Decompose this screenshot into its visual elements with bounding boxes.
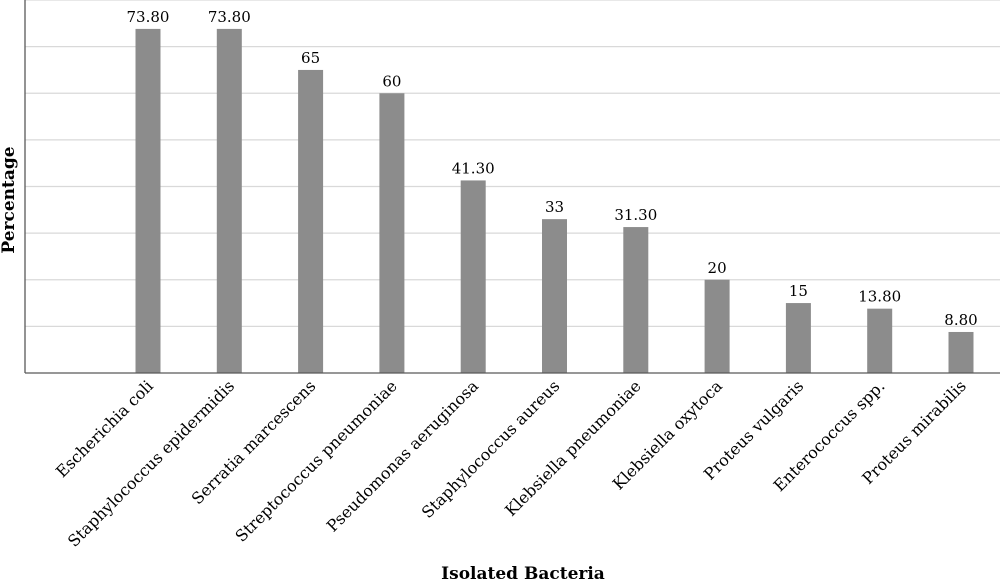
- bars: [135, 28, 974, 373]
- bar: [623, 227, 649, 373]
- data-label: 73.80: [127, 8, 170, 26]
- data-labels: 73.80 73.80 65 60 41.30 33 31.30 20 15 13.80 8.80: [127, 8, 978, 329]
- y-axis-title: Percentage: [0, 146, 19, 253]
- x-tick-label: Streptococcus pneumoniae: [231, 376, 400, 545]
- data-label: 13.80: [858, 288, 901, 306]
- x-tick-label: Staphylococcus epidermidis: [64, 376, 238, 550]
- bar: [135, 28, 161, 373]
- x-tick-label: Pseudomonas aeruginosa: [323, 376, 483, 536]
- bar: [298, 69, 324, 373]
- data-label: 8.80: [944, 311, 977, 329]
- bar: [460, 180, 486, 373]
- bar: [948, 331, 974, 373]
- axes: [24, 0, 1000, 374]
- x-tick-label: Klebsiella pneumoniae: [501, 376, 645, 520]
- data-label: 33: [545, 198, 564, 216]
- bar: [867, 308, 893, 373]
- data-label: 65: [301, 49, 320, 67]
- bar: [785, 303, 811, 373]
- data-label: 20: [708, 259, 727, 277]
- data-label: 60: [382, 72, 401, 90]
- data-label: 15: [789, 282, 808, 300]
- data-label: 73.80: [208, 8, 251, 26]
- data-label: 31.30: [614, 206, 657, 224]
- x-tick-label: Staphylococcus aureus: [418, 376, 564, 522]
- bar: [216, 28, 242, 373]
- bar: [379, 93, 405, 373]
- bar: [542, 219, 567, 373]
- x-axis-title: Isolated Bacteria: [441, 564, 605, 583]
- gridlines: [25, 0, 1000, 327]
- data-label: 41.30: [452, 159, 495, 177]
- bar: [704, 279, 730, 373]
